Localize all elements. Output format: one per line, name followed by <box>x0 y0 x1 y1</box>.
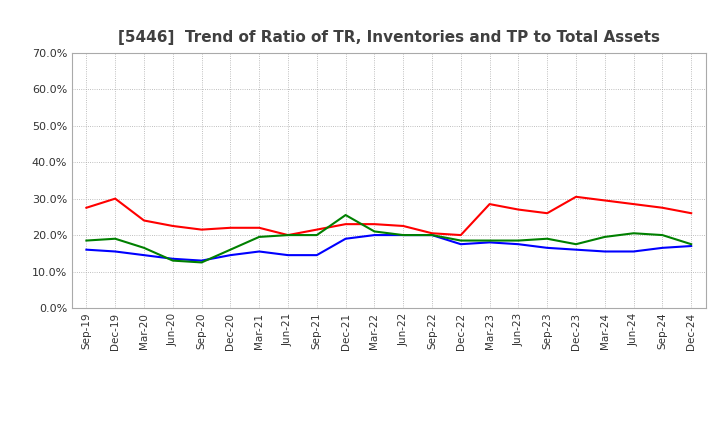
Trade Receivables <box>629 202 638 207</box>
Inventories <box>370 232 379 238</box>
Trade Receivables <box>140 218 148 223</box>
Trade Receivables <box>255 225 264 231</box>
Trade Receivables <box>226 225 235 231</box>
Line: Trade Payables: Trade Payables <box>86 215 691 262</box>
Inventories <box>543 245 552 250</box>
Line: Trade Receivables: Trade Receivables <box>86 197 691 235</box>
Inventories <box>399 232 408 238</box>
Inventories <box>111 249 120 254</box>
Trade Receivables <box>168 224 177 229</box>
Inventories <box>226 253 235 258</box>
Trade Receivables <box>600 198 609 203</box>
Trade Receivables <box>456 232 465 238</box>
Inventories <box>341 236 350 242</box>
Inventories <box>428 232 436 238</box>
Trade Payables <box>600 234 609 239</box>
Trade Payables <box>399 232 408 238</box>
Trade Payables <box>658 232 667 238</box>
Trade Receivables <box>197 227 206 232</box>
Trade Receivables <box>428 231 436 236</box>
Trade Payables <box>687 242 696 247</box>
Inventories <box>572 247 580 252</box>
Line: Inventories: Inventories <box>86 235 691 260</box>
Trade Payables <box>140 245 148 250</box>
Trade Receivables <box>399 224 408 229</box>
Inventories <box>485 240 494 245</box>
Trade Receivables <box>370 221 379 227</box>
Trade Receivables <box>687 211 696 216</box>
Inventories <box>82 247 91 252</box>
Trade Payables <box>284 232 292 238</box>
Trade Payables <box>82 238 91 243</box>
Trade Receivables <box>572 194 580 199</box>
Trade Payables <box>168 258 177 263</box>
Trade Payables <box>341 213 350 218</box>
Trade Receivables <box>111 196 120 201</box>
Trade Payables <box>428 232 436 238</box>
Trade Payables <box>370 229 379 234</box>
Inventories <box>600 249 609 254</box>
Trade Payables <box>572 242 580 247</box>
Trade Payables <box>312 232 321 238</box>
Inventories <box>168 256 177 261</box>
Inventories <box>514 242 523 247</box>
Trade Payables <box>543 236 552 242</box>
Inventories <box>140 253 148 258</box>
Trade Payables <box>111 236 120 242</box>
Inventories <box>312 253 321 258</box>
Trade Receivables <box>341 221 350 227</box>
Inventories <box>658 245 667 250</box>
Trade Receivables <box>312 227 321 232</box>
Inventories <box>629 249 638 254</box>
Trade Payables <box>226 247 235 252</box>
Trade Payables <box>485 238 494 243</box>
Title: [5446]  Trend of Ratio of TR, Inventories and TP to Total Assets: [5446] Trend of Ratio of TR, Inventories… <box>118 29 660 45</box>
Inventories <box>197 258 206 263</box>
Inventories <box>687 243 696 249</box>
Trade Receivables <box>82 205 91 210</box>
Trade Receivables <box>658 205 667 210</box>
Trade Receivables <box>284 232 292 238</box>
Trade Receivables <box>543 211 552 216</box>
Inventories <box>255 249 264 254</box>
Trade Payables <box>255 234 264 239</box>
Trade Payables <box>514 238 523 243</box>
Trade Receivables <box>485 202 494 207</box>
Trade Payables <box>629 231 638 236</box>
Inventories <box>284 253 292 258</box>
Trade Receivables <box>514 207 523 212</box>
Trade Payables <box>456 238 465 243</box>
Trade Payables <box>197 260 206 265</box>
Inventories <box>456 242 465 247</box>
